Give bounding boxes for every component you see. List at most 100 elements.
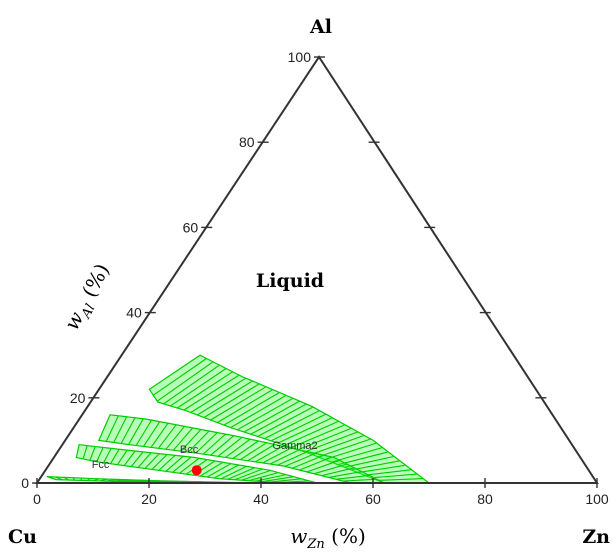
- tie-line: [152, 358, 207, 396]
- tie-line: [195, 432, 218, 454]
- tie-line: [103, 448, 112, 464]
- tie-line: [248, 472, 279, 482]
- bottom-tick-label: 0: [33, 491, 41, 507]
- tie-line: [304, 431, 358, 453]
- tie-line: [118, 479, 134, 483]
- tie-line: [277, 451, 308, 466]
- bottom-tick-label: 40: [253, 491, 269, 507]
- tie-line: [150, 422, 169, 448]
- tie-line: [292, 454, 324, 469]
- tie-line: [135, 419, 153, 446]
- tie-line: [314, 463, 348, 475]
- tie-line: [63, 476, 69, 481]
- tie-line: [291, 424, 346, 449]
- tie-line: [137, 452, 152, 468]
- tie-line: [120, 417, 136, 444]
- two-phase-regions: [46, 354, 431, 484]
- left-tick-label: 40: [126, 305, 142, 321]
- tie-line: [130, 451, 144, 467]
- tie-line: [223, 392, 280, 426]
- bottom-tick-label: 100: [585, 491, 609, 507]
- tie-line: [243, 400, 300, 433]
- tie-line: [111, 479, 126, 482]
- bottom-tick-label: 20: [141, 491, 157, 507]
- tie-line: [299, 456, 333, 471]
- tie-line: [206, 463, 232, 478]
- tie-line: [227, 467, 255, 480]
- tie-line: [262, 447, 292, 464]
- tie-line: [230, 394, 287, 429]
- tie-line: [156, 361, 214, 402]
- tie-line: [113, 416, 128, 443]
- tie-line: [143, 421, 161, 447]
- tie-line: [163, 364, 220, 405]
- tie-line: [130, 479, 152, 483]
- tie-line: [199, 461, 224, 477]
- region-label-liquid: Liquid: [256, 270, 324, 292]
- left-tick-label: 0: [21, 475, 29, 491]
- tie-line: [220, 465, 247, 480]
- tie-line: [172, 427, 194, 451]
- tie-line: [203, 383, 260, 418]
- tie-line: [297, 427, 352, 451]
- left-tick-label: 100: [288, 49, 312, 65]
- tie-line: [216, 389, 273, 424]
- tie-line: [264, 410, 320, 440]
- tie-line: [187, 430, 210, 453]
- tie-line: [377, 478, 424, 481]
- bottom-tick-label: 80: [477, 491, 493, 507]
- tie-line: [335, 474, 370, 480]
- tie-line: [93, 478, 100, 482]
- tie-line: [72, 477, 76, 481]
- phase-labels: Gamma2 Bcc Fcc: [92, 440, 318, 471]
- tie-line: [158, 454, 176, 471]
- tie-line: [257, 406, 314, 437]
- tie-line: [124, 479, 143, 483]
- tie-line: [317, 438, 371, 458]
- phase-label-gamma2: Gamma2: [272, 440, 317, 452]
- tie-line: [55, 476, 63, 481]
- axis-title-wzn: wZn (%): [290, 524, 366, 552]
- phase-label-bcc: Bcc: [180, 444, 199, 456]
- tie-line: [176, 371, 233, 409]
- tie-line: [157, 424, 177, 449]
- tie-line: [202, 433, 226, 455]
- tie-line: [96, 447, 104, 463]
- vertex-label-al: Al: [309, 16, 332, 38]
- vertex-label-cu: Cu: [8, 526, 37, 548]
- tick-labels: 0 20 40 60 80 100 0 20 40 60 80 100: [21, 49, 609, 507]
- tie-line: [234, 468, 263, 481]
- tie-line: [328, 471, 362, 478]
- tie-line: [105, 478, 117, 482]
- tie-line: [269, 478, 302, 483]
- tie-line: [197, 380, 253, 416]
- tie-line: [165, 455, 184, 472]
- tie-line: [247, 444, 275, 462]
- tie-line: [210, 386, 267, 421]
- tie-line: [262, 476, 294, 483]
- axis-ticks: [32, 56, 598, 488]
- tie-line: [270, 413, 327, 442]
- tie-line: [180, 429, 202, 452]
- tie-line: [151, 454, 168, 470]
- tie-line: [337, 451, 389, 466]
- bottom-tick-label: 60: [365, 491, 381, 507]
- tie-line: [225, 438, 251, 458]
- tie-line: [357, 464, 406, 474]
- tie-line: [344, 455, 395, 468]
- tie-line: [86, 478, 91, 482]
- tie-line: [250, 403, 307, 435]
- tie-line: [237, 397, 294, 431]
- tie-line: [123, 450, 136, 466]
- tie-line: [183, 374, 240, 411]
- tie-line: [82, 445, 88, 460]
- tie-line: [210, 435, 235, 456]
- vertex-label-zn: Zn: [582, 526, 610, 548]
- tie-line: [284, 452, 316, 467]
- tie-line: [217, 436, 243, 457]
- tie-line: [190, 377, 247, 413]
- tie-line: [311, 434, 365, 455]
- tie-line: [241, 469, 271, 481]
- tie-line: [232, 440, 259, 459]
